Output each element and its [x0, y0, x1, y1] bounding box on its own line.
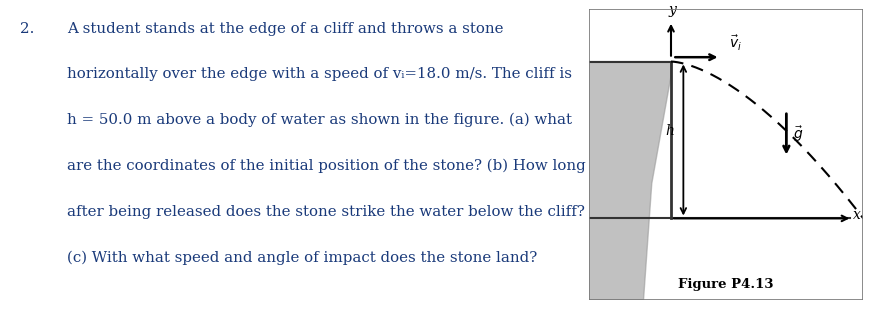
Text: y: y — [669, 2, 677, 16]
Text: h: h — [664, 124, 674, 138]
Text: 2.: 2. — [20, 22, 35, 36]
Text: (c) With what speed and angle of impact does the stone land?: (c) With what speed and angle of impact … — [67, 250, 537, 265]
Text: are the coordinates of the initial position of the stone? (b) How long: are the coordinates of the initial posit… — [67, 159, 586, 173]
Text: $\vec{g}$: $\vec{g}$ — [794, 124, 804, 144]
Text: h = 50.0 m above a body of water as shown in the figure. (a) what: h = 50.0 m above a body of water as show… — [67, 113, 572, 128]
Text: A student stands at the edge of a cliff and throws a stone: A student stands at the edge of a cliff … — [67, 22, 504, 36]
Text: Figure P4.13: Figure P4.13 — [678, 278, 773, 291]
Text: $\vec{v}_i$: $\vec{v}_i$ — [729, 34, 742, 53]
Text: x: x — [853, 209, 861, 222]
Text: after being released does the stone strike the water below the cliff?: after being released does the stone stri… — [67, 205, 585, 218]
Polygon shape — [589, 61, 671, 300]
Text: horizontally over the edge with a speed of vᵢ=18.0 m/s. The cliff is: horizontally over the edge with a speed … — [67, 67, 572, 81]
